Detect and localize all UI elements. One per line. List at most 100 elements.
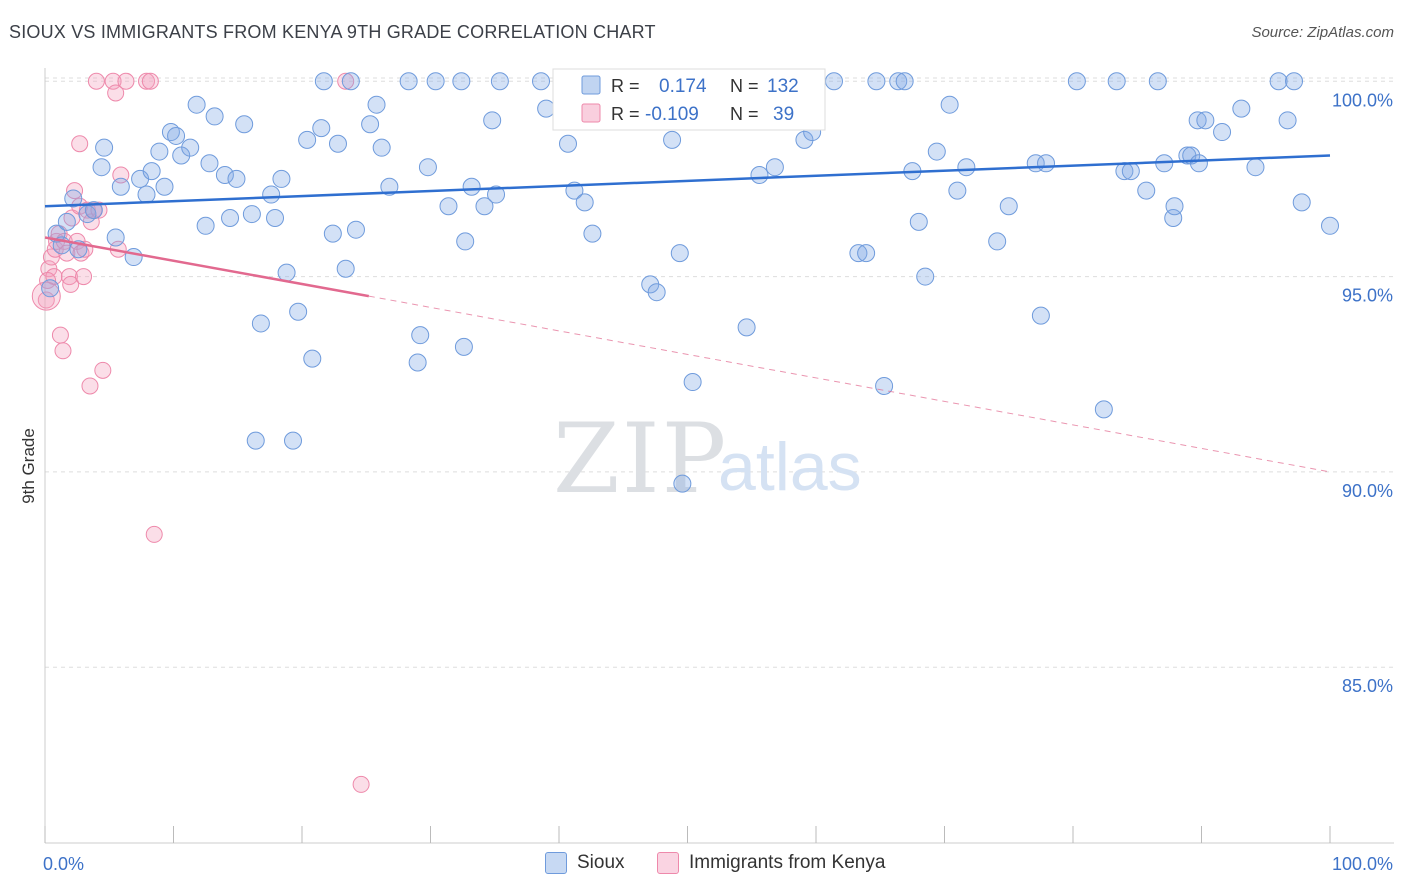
kenya-trend-line	[44, 236, 370, 298]
sioux-point	[172, 146, 191, 165]
sioux-point	[475, 197, 494, 216]
sioux-point	[795, 130, 814, 149]
sioux-point	[916, 267, 935, 286]
x-tick-label-min: 0.0%	[43, 854, 84, 874]
sioux-point	[323, 224, 342, 243]
sioux-point	[1196, 111, 1215, 130]
sioux-point	[875, 376, 894, 395]
kenya-point	[107, 84, 125, 102]
sioux-point	[909, 212, 928, 231]
sioux-point	[765, 158, 784, 177]
kenya-point	[62, 275, 80, 293]
sioux-point	[215, 166, 234, 185]
kenya-point	[66, 182, 84, 200]
kenya-point	[94, 361, 112, 379]
sioux-legend-label: Sioux	[577, 852, 625, 873]
legend-n-label-kenya: N =	[730, 104, 759, 124]
sioux-point	[150, 142, 169, 161]
sioux-point	[532, 72, 551, 91]
sioux-point	[312, 119, 331, 138]
sioux-point	[849, 244, 868, 263]
sioux-point	[1031, 306, 1050, 325]
kenya-trend-line-extrapolated	[368, 295, 1331, 473]
sioux-point	[95, 138, 114, 157]
sioux-point	[1067, 72, 1086, 91]
sioux-point	[940, 95, 959, 114]
sioux-point	[1269, 72, 1288, 91]
sioux-point	[750, 166, 769, 185]
sioux-point	[456, 232, 475, 251]
legend-r-value-sioux: 0.174	[659, 76, 707, 97]
sioux-swatch	[545, 852, 567, 874]
sioux-point	[328, 134, 347, 153]
legend-n-label-sioux: N =	[730, 76, 759, 96]
sioux-point	[1213, 123, 1232, 142]
sioux-point	[111, 177, 130, 196]
sioux-point	[84, 201, 103, 220]
sioux-point	[380, 177, 399, 196]
sioux-point	[1137, 181, 1156, 200]
kenya-point	[138, 72, 156, 90]
kenya-point	[117, 72, 135, 90]
sioux-point	[205, 107, 224, 126]
chart-title: SIOUX VS IMMIGRANTS FROM KENYA 9TH GRADE…	[9, 22, 656, 42]
sioux-point	[399, 72, 418, 91]
sioux-point	[367, 95, 386, 114]
sioux-point	[1285, 72, 1304, 91]
trend-lines	[44, 154, 1331, 473]
legend-r-label-sioux: R =	[611, 76, 640, 96]
sioux-point	[1107, 72, 1126, 91]
legend-n-value-kenya: 39	[773, 104, 794, 125]
sioux-point	[673, 474, 692, 493]
sioux-point	[298, 130, 317, 149]
sioux-point	[1037, 154, 1056, 173]
sioux-point	[663, 130, 682, 149]
kenya-point	[141, 72, 159, 90]
correlation-legend: R = 0.174 N = 132 R = -0.109 N = 39	[552, 68, 826, 131]
kenya-point	[81, 377, 99, 395]
sioux-point	[289, 302, 308, 321]
sioux-point	[124, 248, 143, 267]
sioux-point	[537, 99, 556, 118]
legend-item-sioux[interactable]: Sioux	[545, 852, 625, 874]
sioux-point	[1148, 72, 1167, 91]
sioux-point	[683, 373, 702, 392]
sioux-point	[64, 189, 83, 208]
sioux-point	[1094, 400, 1113, 419]
sioux-point	[196, 216, 215, 235]
sioux-point	[303, 349, 322, 368]
y-tick-label: 95.0%	[1342, 286, 1393, 306]
sioux-point	[670, 244, 689, 263]
sioux-point	[284, 431, 303, 450]
y-tick-label: 90.0%	[1342, 481, 1393, 501]
sioux-point	[137, 185, 156, 204]
kenya-point	[352, 775, 370, 793]
kenya-point	[75, 268, 93, 286]
sioux-point	[857, 244, 876, 263]
sioux-point	[454, 337, 473, 356]
sioux-point	[1321, 216, 1339, 235]
sioux-point	[824, 72, 843, 91]
watermark-zip: ZIP	[553, 403, 728, 515]
axes: 85.0% 90.0% 95.0% 100.0% 0.0% 100.0%	[43, 68, 1394, 874]
watermark-atlas: atlas	[718, 429, 862, 505]
sioux-point	[999, 197, 1018, 216]
kenya-point	[145, 525, 163, 543]
kenya-point	[71, 135, 89, 153]
sioux-point	[200, 154, 219, 173]
sioux-point	[227, 169, 246, 188]
legend-item-kenya[interactable]: Immigrants from Kenya	[657, 852, 885, 874]
legend-swatch-kenya	[581, 103, 601, 123]
sioux-point	[957, 158, 976, 177]
sioux-point	[1278, 111, 1297, 130]
sioux-point	[155, 177, 174, 196]
watermark: ZIP atlas	[553, 403, 862, 515]
sioux-point	[262, 185, 281, 204]
sioux-point	[895, 72, 914, 91]
y-tick-label: 85.0%	[1342, 676, 1393, 696]
sioux-point	[277, 263, 296, 282]
sioux-points	[41, 72, 1339, 493]
sioux-point	[246, 431, 265, 450]
sioux-point	[372, 138, 391, 157]
sioux-point	[361, 115, 380, 134]
